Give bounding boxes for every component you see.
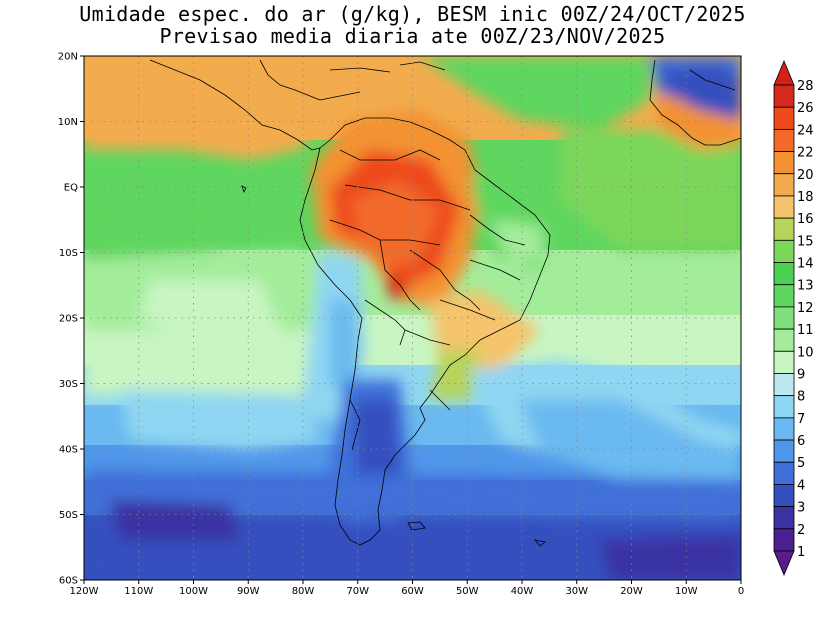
colorbar-label: 24 <box>797 123 814 138</box>
lat-tick-label: 10N <box>58 117 78 128</box>
colorbar-swatch <box>773 262 795 286</box>
colorbar-top-arrow <box>773 59 795 86</box>
lat-tick-label: EQ <box>64 183 78 194</box>
colorbar-swatch <box>773 151 795 175</box>
colorbar-label: 1 <box>797 545 805 560</box>
colorbar-swatch <box>773 395 795 419</box>
colorbar-label: 26 <box>797 101 814 116</box>
colorbar-label: 10 <box>797 345 814 360</box>
colorbar: 28 26 24 22 20 18 16 15 14 13 12 11 10 9 8 7 6 5 4 3 2 1 <box>773 59 814 577</box>
colorbar-swatch <box>773 528 795 552</box>
colorbar-label: 14 <box>797 257 814 272</box>
lat-tick-label: 30S <box>59 379 78 390</box>
colorbar-label: 18 <box>797 190 814 205</box>
colorbar-swatch <box>773 217 795 241</box>
lon-tick-label: 30W <box>565 586 588 597</box>
colorbar-label: 5 <box>797 456 805 471</box>
lat-tick-label: 60S <box>59 576 78 587</box>
colorbar-label: 9 <box>797 367 805 382</box>
colorbar-label: 8 <box>797 390 805 405</box>
lat-tick-label: 20S <box>59 314 78 325</box>
colorbar-swatch <box>773 195 795 219</box>
lon-tick-label: 100W <box>179 586 208 597</box>
lon-tick-label: 120W <box>70 586 99 597</box>
lon-tick-label: 40W <box>511 586 534 597</box>
colorbar-swatch <box>773 84 795 108</box>
colorbar-label: 12 <box>797 301 814 316</box>
colorbar-swatch <box>773 373 795 397</box>
colorbar-label: 13 <box>797 279 814 294</box>
lat-tick-label: 10S <box>59 248 78 259</box>
latitude-axis: 20N 10N EQ 10S 20S 30S 40S 50S 60S <box>58 52 84 587</box>
colorbar-label: 2 <box>797 523 805 538</box>
lat-tick-label: 20N <box>58 52 78 63</box>
colorbar-swatch <box>773 128 795 152</box>
colorbar-swatch <box>773 106 795 130</box>
lat-tick-label: 40S <box>59 445 78 456</box>
map-title-line-1: Umidade espec. do ar (g/kg), BESM inic 0… <box>79 2 746 26</box>
lon-tick-label: 20W <box>620 586 643 597</box>
lon-tick-label: 0 <box>738 586 744 597</box>
colorbar-swatch <box>773 328 795 352</box>
lon-tick-label: 90W <box>237 586 260 597</box>
colorbar-swatch <box>773 439 795 463</box>
lon-tick-label: 50W <box>456 586 479 597</box>
colorbar-label: 6 <box>797 434 805 449</box>
colorbar-label: 3 <box>797 501 805 516</box>
colorbar-swatch <box>773 284 795 308</box>
colorbar-label: 28 <box>797 79 814 94</box>
longitude-axis: 120W 110W 100W 90W 80W 70W 60W 50W 40W 30W 20W 10W 0 <box>70 580 744 597</box>
coastlines <box>149 59 741 547</box>
colorbar-label: 11 <box>797 323 814 338</box>
humidity-field <box>84 56 741 580</box>
colorbar-label: 16 <box>797 212 814 227</box>
lon-tick-label: 110W <box>124 586 153 597</box>
colorbar-swatch <box>773 506 795 530</box>
colorbar-label: 22 <box>797 146 814 161</box>
colorbar-swatch <box>773 306 795 330</box>
lon-tick-label: 70W <box>346 586 369 597</box>
lat-tick-label: 50S <box>59 510 78 521</box>
lon-tick-label: 60W <box>401 586 424 597</box>
lon-tick-label: 10W <box>675 586 698 597</box>
colorbar-bottom-arrow <box>773 550 795 577</box>
graticule <box>84 56 741 580</box>
colorbar-label: 15 <box>797 234 814 249</box>
colorbar-label: 20 <box>797 168 814 183</box>
colorbar-swatch <box>773 173 795 197</box>
map-title-line-2: Previsao media diaria ate 00Z/23/NOV/202… <box>159 24 666 48</box>
colorbar-swatch <box>773 350 795 374</box>
colorbar-swatch <box>773 484 795 508</box>
lon-tick-label: 80W <box>292 586 315 597</box>
colorbar-swatch <box>773 417 795 441</box>
colorbar-swatch <box>773 461 795 485</box>
colorbar-label: 7 <box>797 412 805 427</box>
colorbar-label: 4 <box>797 478 805 493</box>
colorbar-swatch <box>773 239 795 263</box>
